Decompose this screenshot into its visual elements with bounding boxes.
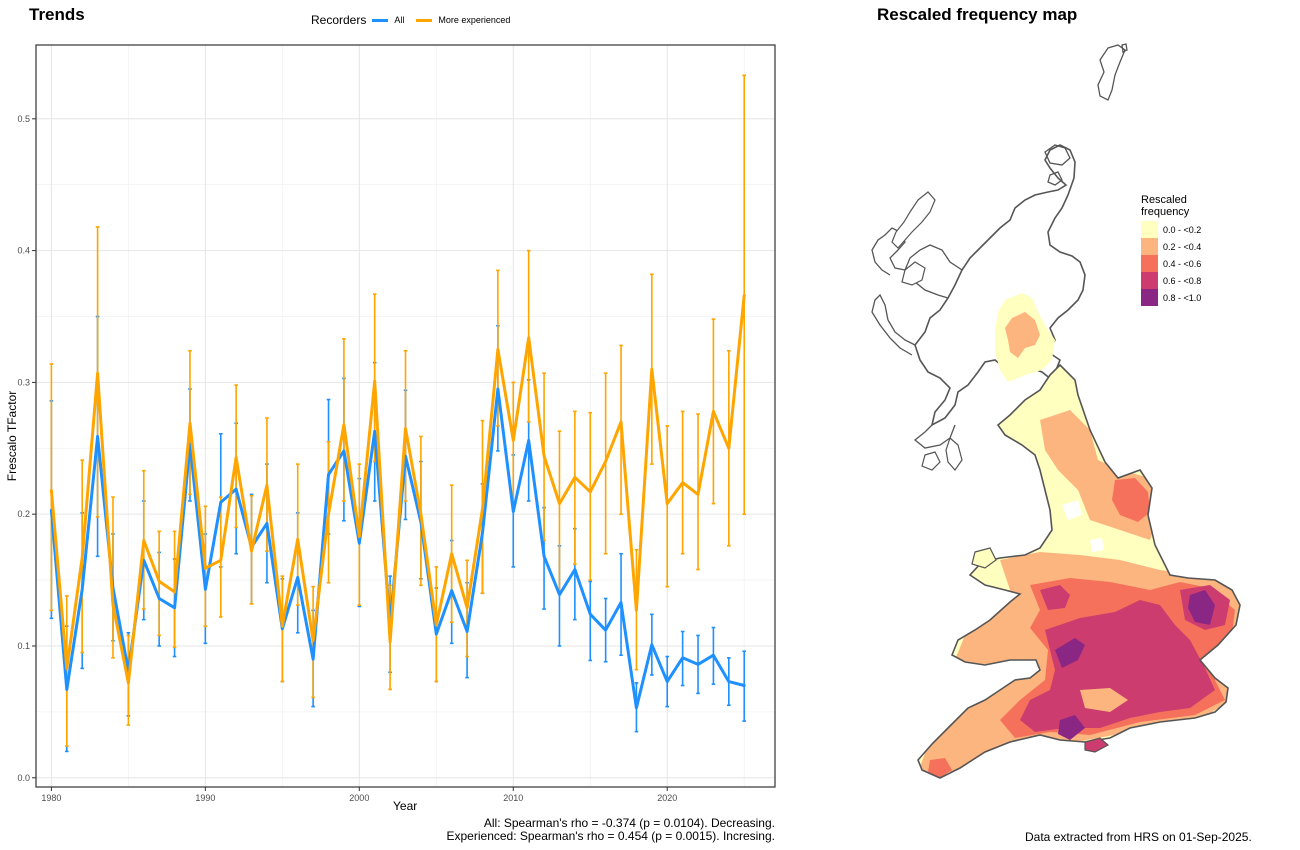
map-footer: Data extracted from HRS on 01-Sep-2025. — [1025, 830, 1252, 844]
plot-panel-border — [35, 44, 776, 788]
map-legend-item: 0.8 - <1.0 — [1141, 289, 1201, 306]
x-tick-label: 2000 — [349, 793, 369, 803]
map-legend-title-line2: frequency — [1141, 206, 1190, 218]
scotland-frequency-mid — [1005, 312, 1040, 358]
x-tick-label: 2010 — [503, 793, 523, 803]
trends-chart: 1980 1990 2000 2010 2020 0.0 0.1 0.2 0.3 0.4 0.5 — [17, 44, 776, 803]
x-axis-title: Year — [393, 799, 418, 813]
map-legend-item: 0.2 - <0.4 — [1141, 238, 1201, 255]
legend-label-all: All — [394, 15, 405, 25]
outer-hebrides-outline — [891, 191, 936, 249]
y-tick-label: 0.1 — [17, 641, 30, 651]
y-axis-title: Frescalo TFactor — [5, 390, 19, 482]
map-legend-swatch — [1141, 221, 1158, 238]
x-tick-label: 2020 — [657, 793, 677, 803]
skye-outline — [901, 261, 926, 286]
england-wales-choropleth — [918, 365, 1240, 778]
y-tick-label: 0.0 — [17, 773, 30, 783]
chart-legend: Recorders All More experienced — [311, 12, 510, 28]
frequency-map — [871, 43, 1241, 779]
trends-title: Trends — [29, 5, 85, 24]
map-legend-items: 0.0 - <0.2 0.2 - <0.4 0.4 - <0.6 0.6 - <0.8… — [1141, 221, 1201, 306]
y-tick-label: 0.3 — [17, 377, 30, 387]
map-legend-item: 0.0 - <0.2 — [1141, 221, 1201, 238]
stat-all: All: Spearman's rho = -0.374 (p = 0.0104… — [483, 816, 775, 830]
y-tick-label: 0.2 — [17, 509, 30, 519]
map-title: Rescaled frequency map — [877, 5, 1078, 24]
islay-outline — [921, 451, 941, 471]
map-legend-item: 0.4 - <0.6 — [1141, 255, 1201, 272]
map-legend-item: 0.6 - <0.8 — [1141, 272, 1201, 289]
map-legend-swatch — [1141, 255, 1158, 272]
map-legend-label: 0.2 - <0.4 — [1163, 241, 1202, 252]
trend-statistics: All: Spearman's rho = -0.374 (p = 0.0104… — [447, 817, 776, 843]
arran-kintyre-outline — [945, 436, 963, 471]
y-tick-label: 0.4 — [17, 246, 30, 256]
orkney-outline — [1044, 144, 1071, 186]
map-legend: Rescaled frequency 0.0 - <0.2 0.2 - <0.4 0… — [1141, 194, 1201, 306]
legend-title: Recorders — [311, 13, 367, 27]
map-legend-swatch — [1141, 238, 1158, 255]
map-legend-swatch — [1141, 272, 1158, 289]
shetland-outline — [1097, 43, 1128, 101]
map-legend-swatch — [1141, 289, 1158, 306]
stat-experienced: Experienced: Spearman's rho = 0.454 (p =… — [446, 829, 776, 843]
legend-label-experienced: More experienced — [438, 15, 511, 25]
isle-of-wight-outline — [1084, 737, 1110, 753]
legend-swatch-experienced — [416, 18, 433, 22]
map-legend-title-line1: Rescaled — [1141, 194, 1187, 206]
x-tick-label: 1990 — [195, 793, 215, 803]
anglesey-outline — [971, 547, 997, 569]
map-legend-label: 0.6 - <0.8 — [1163, 275, 1202, 286]
legend-swatch-all — [372, 18, 389, 22]
y-tick-label: 0.5 — [17, 114, 30, 124]
map-legend-label: 0.4 - <0.6 — [1163, 258, 1202, 269]
map-legend-label: 0.8 - <1.0 — [1163, 292, 1202, 303]
series-line-experienced — [49, 293, 746, 685]
west-coast-outline — [871, 227, 963, 449]
map-legend-label: 0.0 - <0.2 — [1163, 224, 1202, 235]
x-tick-label: 1980 — [41, 793, 61, 803]
